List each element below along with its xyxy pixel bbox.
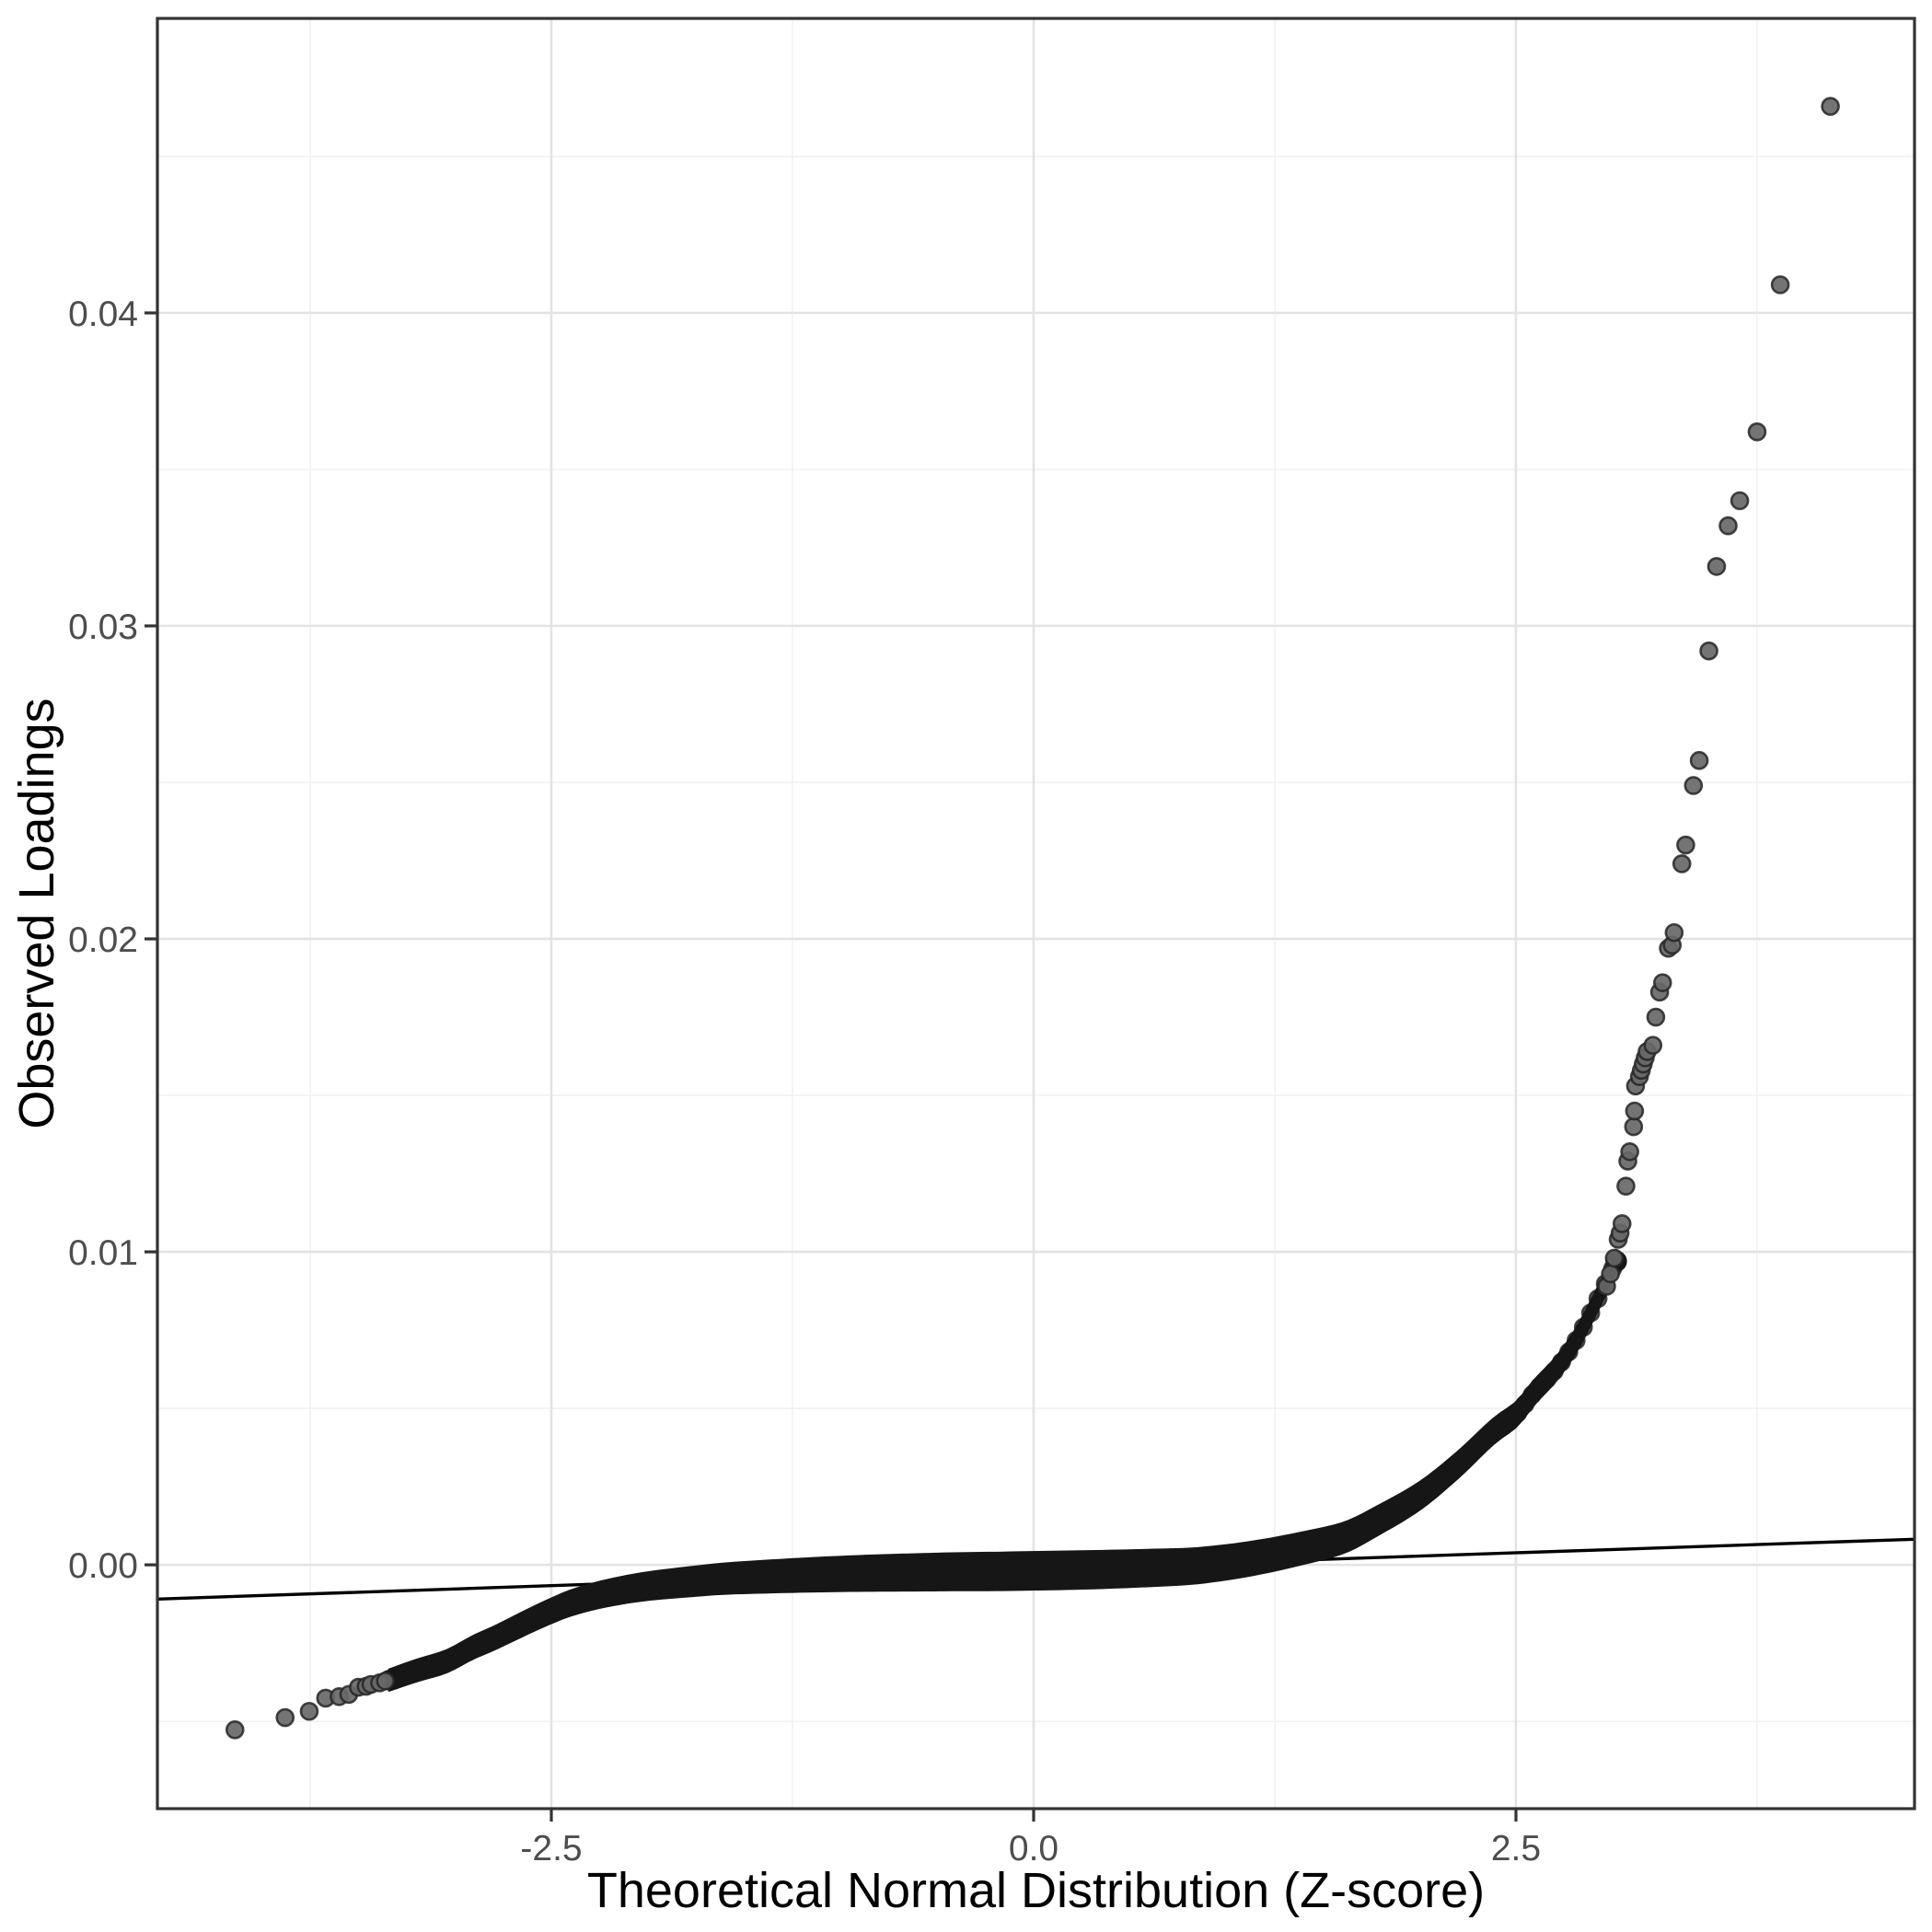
outlier-point: [1652, 973, 1672, 992]
outlier-point: [1770, 275, 1790, 295]
outlier-point: [376, 1671, 396, 1691]
y-tick-label: 0.04: [68, 295, 138, 334]
outlier-point: [1604, 1248, 1625, 1268]
outlier-point: [225, 1720, 245, 1740]
outlier-point: [1699, 641, 1718, 661]
x-tick-label: 2.5: [1491, 1829, 1541, 1868]
outlier-point: [1689, 750, 1709, 770]
outlier-point: [1718, 515, 1738, 536]
outlier-point: [1683, 776, 1704, 795]
outlier-point: [1672, 854, 1692, 873]
axis-tick-marks: [145, 311, 1518, 1822]
outlier-point: [275, 1707, 295, 1728]
y-tick-label: 0.02: [68, 920, 138, 960]
outlier-point: [1747, 422, 1767, 442]
outlier-point: [1730, 491, 1750, 511]
outlier-point: [1612, 1214, 1632, 1233]
y-tick-label: 0.03: [68, 607, 138, 647]
y-axis-title: Observed Loadings: [9, 698, 64, 1128]
outlier-point: [1625, 1101, 1645, 1121]
gridlines-minor: [157, 18, 1915, 1809]
x-axis-tick-labels: -2.5 0.0 2.5: [520, 1829, 1541, 1868]
y-axis-tick-labels: 0.00 0.01 0.02 0.03 0.04: [68, 295, 138, 1586]
panel-border: [156, 17, 1916, 1811]
outlier-point: [1646, 1007, 1666, 1027]
tail-outlier-points: [225, 97, 1840, 1740]
y-tick-label: 0.00: [68, 1546, 138, 1586]
x-tick-label: -2.5: [520, 1829, 582, 1868]
outlier-point: [1821, 97, 1840, 116]
outlier-point: [1706, 557, 1727, 576]
outlier-point: [1616, 1176, 1636, 1196]
panel-background: [157, 18, 1915, 1809]
y-tick-label: 0.01: [68, 1233, 138, 1273]
x-tick-label: 0.0: [1009, 1829, 1059, 1868]
outlier-point: [1676, 835, 1695, 855]
outlier-point: [1601, 1264, 1620, 1284]
outlier-point: [1624, 1116, 1644, 1137]
outlier-point: [1620, 1141, 1639, 1162]
outlier-point: [1664, 922, 1684, 943]
x-axis-title: Theoretical Normal Distribution (Z-score…: [587, 1863, 1485, 1918]
outlier-point: [299, 1701, 319, 1721]
outlier-point: [1643, 1035, 1663, 1055]
